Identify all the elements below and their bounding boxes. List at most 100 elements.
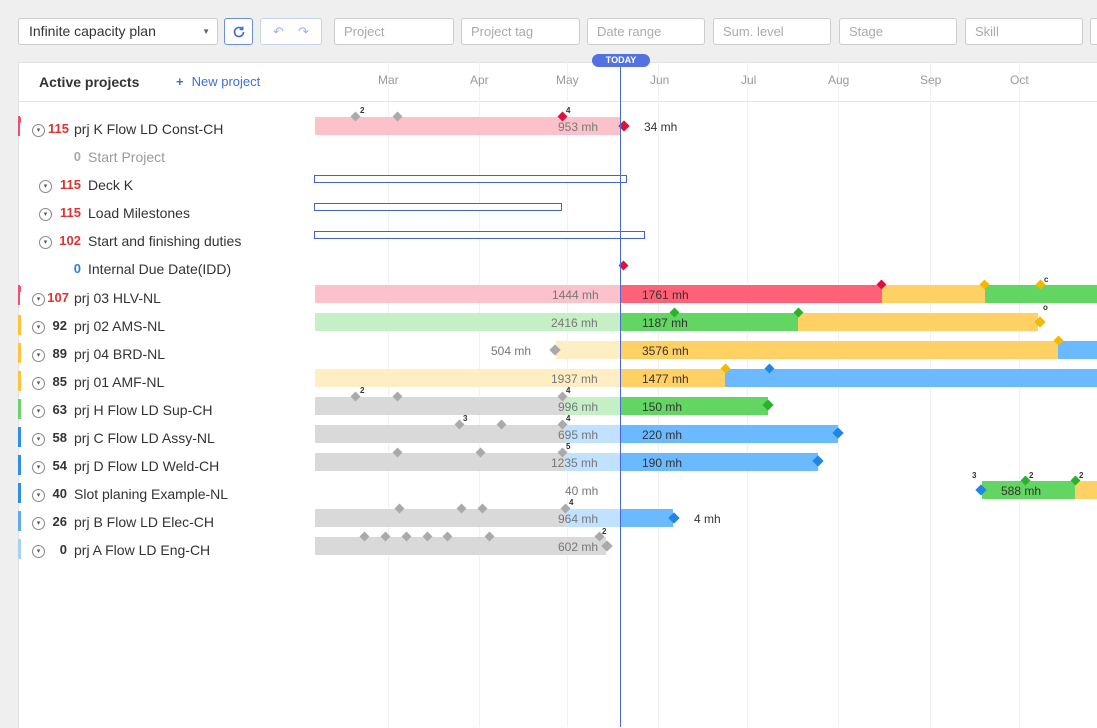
row-label: prj B Flow LD Elec-CH bbox=[74, 514, 215, 530]
gantt-bar-past[interactable] bbox=[315, 285, 620, 303]
row-count: 115 bbox=[60, 205, 81, 220]
task-row[interactable]: ▾ 102 Start and finishing duties bbox=[18, 230, 318, 258]
gantt-bar-past[interactable] bbox=[315, 453, 565, 471]
gantt-bar-past[interactable] bbox=[565, 453, 620, 471]
new-project-button[interactable]: + New project bbox=[176, 74, 260, 89]
chevron-down-icon[interactable]: ▾ bbox=[32, 349, 45, 362]
row-label: prj H Flow LD Sup-CH bbox=[74, 402, 213, 418]
task-row[interactable]: 0 Start Project bbox=[18, 146, 318, 174]
row-count: 26 bbox=[52, 514, 67, 529]
task-outline-bar[interactable] bbox=[314, 175, 627, 183]
milestone-count: 4 bbox=[566, 386, 571, 395]
task-outline-bar[interactable] bbox=[314, 231, 645, 239]
gantt-bar-future[interactable] bbox=[798, 313, 1038, 331]
project-row[interactable]: ▾ 26 prj B Flow LD Elec-CH bbox=[18, 511, 318, 539]
gantt-bar-future[interactable] bbox=[620, 397, 768, 415]
task-row[interactable]: ▾ 115 Deck K bbox=[18, 174, 318, 202]
refresh-button[interactable] bbox=[224, 18, 253, 45]
gantt-bar-future[interactable] bbox=[985, 285, 1040, 303]
milestone-count: 2 bbox=[602, 527, 607, 536]
chevron-down-icon[interactable]: ▾ bbox=[32, 124, 45, 137]
project-row[interactable]: ▾ 115 prj K Flow LD Const-CH bbox=[18, 116, 318, 146]
gantt-bar-past[interactable] bbox=[565, 509, 620, 527]
gridline bbox=[479, 62, 480, 727]
gantt-bar-past[interactable] bbox=[565, 425, 620, 443]
chevron-down-icon[interactable]: ▾ bbox=[32, 405, 45, 418]
gantt-bar-past[interactable] bbox=[315, 117, 620, 135]
sum-level-filter[interactable]: Sum. level bbox=[713, 18, 831, 45]
project-row[interactable]: ▾ 107 prj 03 HLV-NL bbox=[18, 285, 318, 315]
gantt-bar-future[interactable] bbox=[882, 285, 985, 303]
gantt-bar-future[interactable] bbox=[620, 369, 725, 387]
gantt-bar-past[interactable] bbox=[315, 425, 565, 443]
row-count: 89 bbox=[52, 346, 67, 361]
gantt-bar-future[interactable] bbox=[620, 509, 673, 527]
gridline bbox=[1019, 62, 1020, 727]
gantt-bar-future[interactable] bbox=[1058, 341, 1097, 359]
gantt-bar-past[interactable] bbox=[315, 509, 565, 527]
gantt-bar-past[interactable] bbox=[315, 369, 620, 387]
project-row[interactable]: ▾ 0 prj A Flow LD Eng-CH bbox=[18, 539, 318, 567]
row-count: 107 bbox=[47, 290, 69, 305]
gantt-bar-future[interactable] bbox=[620, 425, 838, 443]
chevron-down-icon[interactable]: ▾ bbox=[32, 517, 45, 530]
project-row[interactable]: ▾ 58 prj C Flow LD Assy-NL bbox=[18, 427, 318, 455]
gantt-bar-future[interactable] bbox=[620, 285, 882, 303]
more-filter[interactable] bbox=[1090, 18, 1097, 45]
milestone-count: 2 bbox=[1029, 471, 1034, 480]
undo-icon[interactable]: ↶ bbox=[273, 24, 284, 39]
gantt-bar-future[interactable] bbox=[1075, 481, 1097, 499]
chevron-down-icon[interactable]: ▾ bbox=[32, 293, 45, 306]
plan-select[interactable]: Infinite capacity plan ▼ bbox=[18, 18, 218, 45]
chevron-down-icon[interactable]: ▾ bbox=[39, 236, 52, 249]
row-label: Load Milestones bbox=[88, 205, 190, 221]
past-mh: 602 mh bbox=[558, 540, 599, 554]
skill-filter[interactable]: Skill bbox=[965, 18, 1083, 45]
project-row[interactable]: ▾ 89 prj 04 BRD-NL bbox=[18, 343, 318, 371]
project-filter[interactable]: Project bbox=[334, 18, 454, 45]
stage-filter[interactable]: Stage bbox=[839, 18, 957, 45]
chevron-down-icon[interactable]: ▾ bbox=[32, 489, 45, 502]
gantt-bar-past[interactable] bbox=[315, 537, 606, 555]
past-mh: 2416 mh bbox=[551, 316, 598, 330]
chevron-down-icon[interactable]: ▾ bbox=[39, 180, 52, 193]
task-row[interactable]: ▾ 115 Load Milestones bbox=[18, 202, 318, 230]
gridline bbox=[567, 62, 568, 727]
future-mh: 588 mh bbox=[1001, 484, 1042, 498]
chevron-down-icon[interactable]: ▾ bbox=[32, 433, 45, 446]
date-range-filter[interactable]: Date range bbox=[587, 18, 705, 45]
project-row[interactable]: ▾ 63 prj H Flow LD Sup-CH bbox=[18, 399, 318, 427]
future-mh: 3576 mh bbox=[642, 344, 689, 358]
project-row[interactable]: ▾ 92 prj 02 AMS-NL bbox=[18, 315, 318, 343]
milestone-count: 4 bbox=[566, 106, 571, 115]
gantt-bar-future[interactable] bbox=[620, 313, 798, 331]
gantt-bar-future[interactable] bbox=[725, 369, 1097, 387]
chevron-down-icon[interactable]: ▾ bbox=[32, 321, 45, 334]
project-row[interactable]: ▾ 40 Slot planing Example-NL bbox=[18, 483, 318, 511]
gantt-bar-past[interactable] bbox=[315, 397, 565, 415]
chevron-down-icon[interactable]: ▾ bbox=[39, 208, 52, 221]
gantt-bar-future[interactable] bbox=[620, 341, 1058, 359]
project-tag-filter[interactable]: Project tag bbox=[461, 18, 580, 45]
gridline bbox=[658, 62, 659, 727]
task-outline-bar[interactable] bbox=[314, 203, 562, 211]
row-count: 115 bbox=[48, 121, 69, 136]
chevron-down-icon[interactable]: ▾ bbox=[32, 461, 45, 474]
project-row[interactable]: ▾ 85 prj 01 AMF-NL bbox=[18, 371, 318, 399]
project-row[interactable]: ▾ 54 prj D Flow LD Weld-CH bbox=[18, 455, 318, 483]
gantt-bar-future[interactable] bbox=[1040, 285, 1097, 303]
gantt-bar-past[interactable] bbox=[565, 397, 620, 415]
redo-icon[interactable]: ↷ bbox=[298, 24, 309, 39]
milestone-count: c bbox=[1044, 275, 1049, 284]
gantt-bar-past[interactable] bbox=[556, 341, 620, 359]
toolbar: Infinite capacity plan ▼ ↶ ↷ Project Pro… bbox=[0, 0, 1097, 62]
chevron-down-icon[interactable]: ▾ bbox=[32, 545, 45, 558]
gantt-bar-future[interactable] bbox=[620, 453, 818, 471]
row-label: Slot planing Example-NL bbox=[74, 486, 229, 502]
task-row[interactable]: 0 Internal Due Date(IDD) bbox=[18, 258, 318, 286]
gantt-bar-past[interactable] bbox=[315, 313, 620, 331]
chevron-down-icon[interactable]: ▾ bbox=[32, 377, 45, 390]
status-stripe bbox=[18, 427, 21, 447]
gantt-bar-future[interactable] bbox=[982, 481, 1075, 499]
future-mh: 34 mh bbox=[644, 120, 678, 134]
